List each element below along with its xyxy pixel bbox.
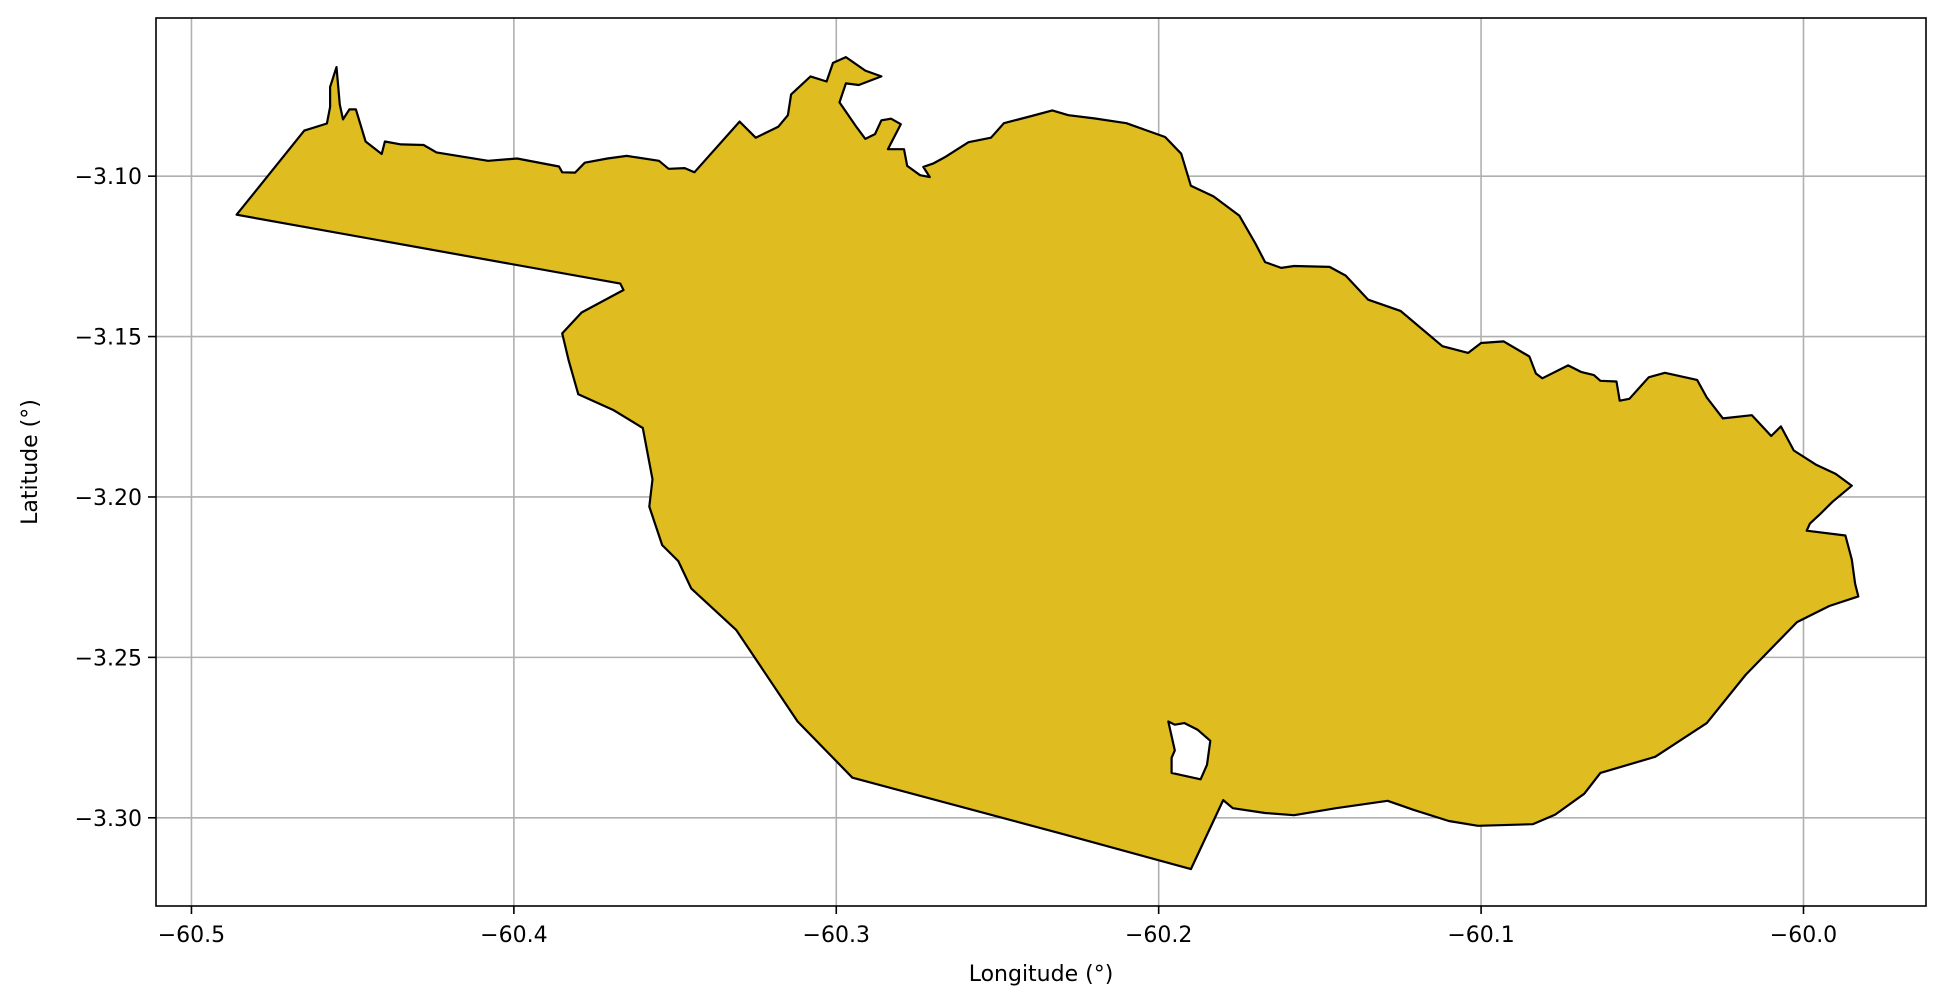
plot-frame <box>155 17 1927 907</box>
x-axis-title: Longitude (°) <box>969 962 1114 987</box>
region-polygon <box>235 56 1860 871</box>
x-tick-label: −60.1 <box>1447 923 1514 948</box>
y-tick-label: −3.20 <box>75 486 142 511</box>
y-tick-label: −3.25 <box>75 646 142 671</box>
x-tick-label: −60.5 <box>158 923 225 948</box>
x-tick-label: −60.0 <box>1770 923 1837 948</box>
x-tick-label: −60.3 <box>803 923 870 948</box>
y-tick-label: −3.10 <box>75 165 142 190</box>
x-axis-ticks: −60.5 −60.4 −60.3 −60.2 −60.1 −60.0 <box>158 906 1837 948</box>
y-tick-label: −3.30 <box>75 807 142 832</box>
y-tick-label: −3.15 <box>75 326 142 351</box>
y-axis-ticks: −3.10 −3.15 −3.20 −3.25 −3.30 <box>75 165 156 832</box>
x-tick-label: −60.4 <box>480 923 547 948</box>
x-tick-label: −60.2 <box>1125 923 1192 948</box>
region-layer <box>235 56 1860 871</box>
y-axis-title: Latitude (°) <box>18 399 43 525</box>
